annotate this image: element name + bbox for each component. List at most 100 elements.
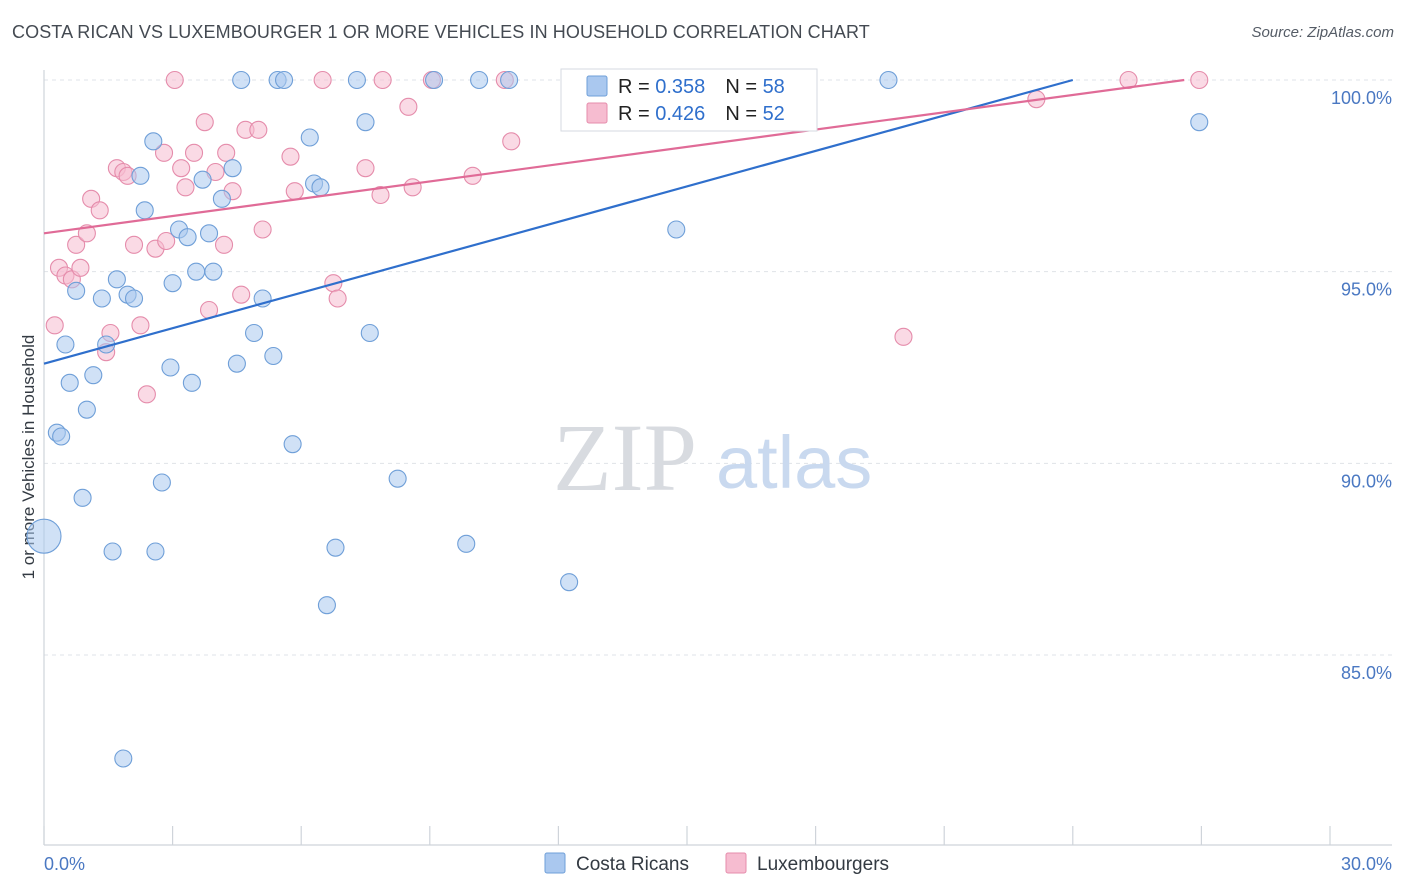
luxembourgers-point-28 xyxy=(217,143,236,162)
costa-ricans-point-5 xyxy=(67,281,86,300)
luxembourgers-point-20 xyxy=(165,70,184,90)
luxembourgers-point-40 xyxy=(371,185,390,205)
costa-ricans-point-31 xyxy=(223,159,242,178)
legend-label-luxembourgers: Luxembourgers xyxy=(757,854,889,875)
luxembourgers-point-21 xyxy=(172,159,191,178)
costa-ricans-point-49 xyxy=(425,70,444,90)
costa-ricans-point-15 xyxy=(124,289,144,308)
chart-title: COSTA RICAN VS LUXEMBOURGER 1 OR MORE VE… xyxy=(12,22,870,42)
costa-ricans-point-28 xyxy=(199,224,219,243)
costa-ricans-point-20 xyxy=(152,473,171,492)
costa-ricans-point-39 xyxy=(283,435,302,454)
y-axis-title: 1 or more Vehicles in Household xyxy=(19,335,38,580)
luxembourgers-points xyxy=(45,70,1209,404)
y-tick-labels: 100.0% 95.0% 90.0% 85.0% xyxy=(1331,88,1392,683)
luxembourgers-point-42 xyxy=(399,97,418,116)
luxembourgers-point-15 xyxy=(131,316,150,335)
gridlines xyxy=(44,79,1392,656)
costa-ricans-point-57 xyxy=(1190,113,1209,132)
costa-ricans-point-47 xyxy=(360,323,379,343)
stats-legend: R = 0.358 N = 58 R = 0.426 N = 52 xyxy=(560,68,818,132)
luxembourgers-trend-line xyxy=(43,78,1185,235)
stats-swatch-pink xyxy=(586,102,608,124)
costa-ricans-point-6 xyxy=(73,488,92,507)
costa-ricans-point-12 xyxy=(107,270,126,289)
luxembourgers-point-47 xyxy=(502,132,521,151)
x-tick-label-max: 30.0% xyxy=(1341,854,1392,874)
costa-ricans-point-3 xyxy=(56,335,75,354)
costa-ricans-point-50 xyxy=(457,534,476,553)
costa-ricans-point-4 xyxy=(60,373,79,392)
y-tick-label-3: 85.0% xyxy=(1341,663,1392,683)
stats-row-pink: R = 0.426 N = 52 xyxy=(618,103,785,125)
costa-ricans-point-34 xyxy=(244,323,264,343)
luxembourgers-point-33 xyxy=(253,220,272,239)
costa-ricans-point-32 xyxy=(227,354,246,373)
luxembourgers-point-35 xyxy=(285,182,304,201)
luxembourgers-point-43 xyxy=(403,178,422,197)
costa-ricans-point-11 xyxy=(103,542,122,561)
luxembourgers-point-39 xyxy=(356,159,375,178)
watermark-atlas: atlas xyxy=(716,421,872,504)
costa-ricans-point-30 xyxy=(212,189,231,208)
luxembourgers-point-19 xyxy=(157,231,176,251)
y-tick-label-0: 100.0% xyxy=(1331,88,1392,108)
series-legend: Costa Ricans Luxembourgers xyxy=(544,852,889,875)
legend-swatch-luxembourgers xyxy=(725,852,747,874)
costa-ricans-point-36 xyxy=(264,346,283,366)
costa-ricans-point-18 xyxy=(144,132,163,151)
legend-swatch-costa-ricans xyxy=(544,852,566,874)
luxembourgers-point-5 xyxy=(71,258,90,277)
trend-lines xyxy=(43,78,1185,365)
costa-ricans-point-43 xyxy=(317,596,336,615)
stats-swatch-blue xyxy=(586,75,608,97)
costa-ricans-point-24 xyxy=(178,228,197,247)
y-tick-label-2: 90.0% xyxy=(1341,471,1392,491)
costa-ricans-point-19 xyxy=(146,542,165,561)
luxembourgers-point-51 xyxy=(1190,70,1209,90)
costa-ricans-point-7 xyxy=(77,400,96,419)
costa-ricans-point-56 xyxy=(879,70,898,90)
costa-ricans-point-13 xyxy=(114,749,133,768)
luxembourgers-point-18 xyxy=(154,143,174,162)
costa-ricans-point-17 xyxy=(135,201,154,220)
luxembourgers-point-8 xyxy=(90,201,109,220)
costa-ricans-point-44 xyxy=(326,538,345,557)
costa-ricans-point-8 xyxy=(84,366,103,385)
costa-ricans-point-9 xyxy=(92,289,111,308)
costa-ricans-point-51 xyxy=(470,70,489,90)
luxembourgers-point-23 xyxy=(184,143,204,162)
costa-ricans-point-48 xyxy=(388,469,407,488)
luxembourgers-point-16 xyxy=(137,385,156,404)
luxembourgers-point-36 xyxy=(313,70,332,90)
costa-ricans-point-2 xyxy=(52,427,71,446)
luxembourgers-point-14 xyxy=(124,235,144,254)
costa-ricans-point-22 xyxy=(163,274,182,293)
luxembourgers-point-38 xyxy=(328,289,347,308)
costa-ricans-trend-line xyxy=(43,78,1074,365)
costa-ricans-point-42 xyxy=(311,178,330,197)
luxembourgers-point-27 xyxy=(214,235,234,254)
costa-ricans-point-16 xyxy=(131,166,150,185)
costa-ricans-points xyxy=(26,70,1209,768)
costa-ricans-point-40 xyxy=(300,128,319,147)
luxembourgers-point-41 xyxy=(373,70,392,90)
luxembourgers-point-4 xyxy=(67,235,86,254)
luxembourgers-point-30 xyxy=(232,285,251,304)
costa-ricans-point-33 xyxy=(232,70,251,90)
stats-row-blue: R = 0.358 N = 58 xyxy=(618,76,785,98)
costa-ricans-point-45 xyxy=(347,70,366,90)
x-tick-label-min: 0.0% xyxy=(44,854,85,874)
costa-ricans-point-54 xyxy=(667,220,686,239)
source-credit: Source: ZipAtlas.com xyxy=(1251,24,1394,41)
costa-ricans-point-53 xyxy=(560,573,579,592)
costa-ricans-point-26 xyxy=(187,262,206,281)
luxembourgers-point-24 xyxy=(195,113,214,132)
costa-ricans-point-27 xyxy=(193,170,212,189)
luxembourgers-point-22 xyxy=(176,178,195,197)
y-tick-label-1: 95.0% xyxy=(1341,280,1392,300)
costa-ricans-point-52 xyxy=(500,70,519,90)
costa-ricans-point-29 xyxy=(204,262,223,281)
legend-label-costa-ricans: Costa Ricans xyxy=(576,854,689,875)
